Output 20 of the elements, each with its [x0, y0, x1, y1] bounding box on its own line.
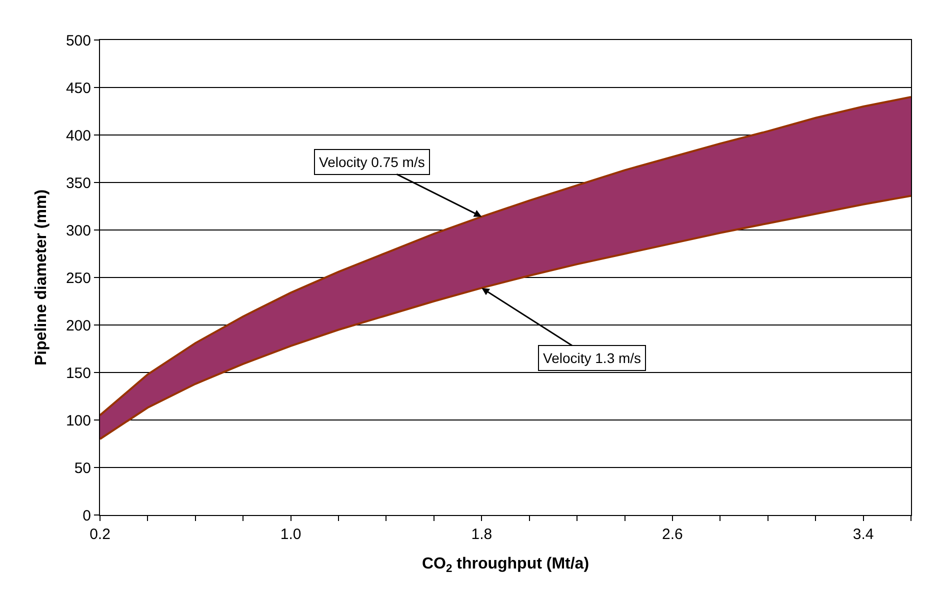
annotation: Velocity 0.75 m/s — [319, 154, 425, 170]
y-tick-label: 150 — [66, 364, 91, 382]
y-tick-label: 400 — [66, 127, 91, 144]
x-axis-title: CO$_{2}$ throughput (Mt/a) — [422, 556, 590, 576]
y-tick-label: 50 — [74, 460, 91, 477]
y-tick-label: 450 — [66, 80, 91, 97]
x-tick-label: 3.4 — [852, 526, 874, 543]
y-tick-label: 100 — [66, 412, 91, 430]
x-tick-label: 1.0 — [280, 526, 302, 543]
x-tick-label: 0.2 — [90, 526, 110, 543]
annotation: Velocity 1.3 m/s — [543, 350, 642, 366]
x-tick-label: 2.6 — [662, 526, 683, 543]
y-tick-label: 300 — [66, 222, 91, 240]
y-tick-label: 350 — [66, 174, 91, 192]
y-tick-label: 200 — [66, 317, 91, 334]
y-tick-label: 0 — [82, 507, 91, 524]
y-axis-title: Pipeline diameter (mm) — [32, 189, 50, 366]
x-tick-label: 1.8 — [471, 526, 492, 543]
y-tick-label: 250 — [66, 270, 91, 287]
y-tick-label: 500 — [66, 32, 91, 50]
